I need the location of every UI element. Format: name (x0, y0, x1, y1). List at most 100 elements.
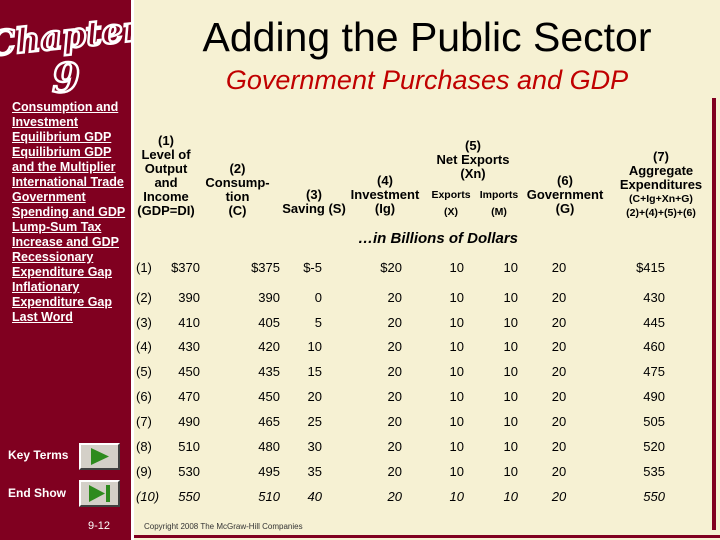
cell-gdp: 430 (178, 339, 200, 354)
sidebar-item-equilibrium-gdp[interactable]: Equilibrium GDP (12, 130, 112, 144)
sidebar-item-equilibrium-multiplier[interactable]: Equilibrium GDP and the Multiplier (12, 145, 116, 174)
cell-x: 10 (449, 260, 464, 275)
cell-ae: 520 (643, 439, 665, 454)
cell-ig: 20 (387, 439, 402, 454)
table-row: (10) 550 510 40 20 10 10 20 550 (0, 489, 720, 509)
cell-label: (6) (136, 389, 152, 404)
cell-ae: 445 (643, 315, 665, 330)
table-row: (4) 430 420 10 20 10 10 20 460 (0, 339, 720, 359)
end-arrow-icon (89, 485, 110, 502)
slide-subtitle: Government Purchases and GDP (225, 65, 629, 95)
cell-label: (9) (136, 464, 152, 479)
slide-title: Adding the Public Sector (202, 14, 652, 60)
cell-m: 10 (503, 260, 518, 275)
cell-label: (3) (136, 315, 152, 330)
cell-m: 10 (503, 414, 518, 429)
cell-g: 20 (551, 414, 567, 429)
cell-x: 10 (449, 315, 464, 330)
cell-s: 5 (314, 315, 322, 330)
header-exports: Exports (X) (431, 189, 471, 218)
key-terms-button[interactable] (79, 443, 120, 470)
cell-s: 0 (314, 290, 322, 305)
cell-c: 510 (258, 489, 280, 504)
cell-s: 35 (307, 464, 322, 479)
cell-m: 10 (503, 315, 518, 330)
cell-label: (7) (136, 414, 152, 429)
cell-gdp: 490 (178, 414, 200, 429)
table-row: (7) 490 465 25 20 10 10 20 505 (0, 414, 720, 434)
header-investment: (4) Investment (Ig) (350, 173, 420, 216)
cell-ae: 505 (643, 414, 665, 429)
cell-ig: 20 (387, 464, 402, 479)
copyright: Copyright 2008 The McGraw-Hill Companies (144, 522, 303, 531)
cell-m: 10 (503, 464, 518, 479)
cell-g: 20 (551, 364, 567, 379)
cell-c: 480 (258, 439, 280, 454)
cell-x: 10 (449, 439, 464, 454)
cell-ae: 535 (643, 464, 665, 479)
cell-s: 25 (307, 414, 322, 429)
sidebar-item-international-trade[interactable]: International Trade (12, 175, 124, 189)
cell-ig: 20 (387, 339, 402, 354)
cell-g: 20 (551, 489, 567, 504)
cell-m: 10 (503, 364, 518, 379)
header-output: (1) Level of Output and Income (GDP=DI) (137, 133, 195, 218)
end-show-button[interactable] (79, 480, 120, 507)
sidebar-item-consumption-investment[interactable]: Consumption and Investment (12, 100, 119, 129)
header-government: (6) Government (G) (526, 173, 604, 216)
cell-x: 10 (449, 339, 464, 354)
header-net-exports: (5) Net Exports (Xn) (436, 138, 510, 181)
table-row: (9) 530 495 35 20 10 10 20 535 (0, 464, 720, 484)
header-saving: (3) Saving (S) (282, 187, 346, 216)
cell-label: (1) (136, 260, 152, 275)
cell-ig: 20 (387, 315, 402, 330)
cell-m: 10 (503, 339, 518, 354)
cell-g: 20 (551, 260, 567, 275)
cell-x: 10 (449, 489, 464, 504)
sidebar-item-last-word[interactable]: Last Word (12, 310, 73, 324)
sidebar-item-lump-sum-tax[interactable]: Lump-Sum Tax Increase and GDP (12, 220, 119, 249)
table-row: (5) 450 435 15 20 10 10 20 475 (0, 364, 720, 384)
cell-gdp: 470 (178, 389, 200, 404)
cell-g: 20 (551, 439, 567, 454)
cell-g: 20 (551, 464, 567, 479)
cell-c: 450 (258, 389, 280, 404)
units-note: …in Billions of Dollars (358, 230, 519, 247)
sidebar-item-government-spending[interactable]: Government Spending and GDP (12, 190, 126, 219)
sidebar-nav: Consumption and Investment Equilibrium G… (12, 100, 130, 325)
cell-gdp: 450 (178, 364, 200, 379)
header-aggregate: (7) Aggregate Expenditures (C+Ig+Xn+G) (2)+… (619, 149, 703, 220)
cell-ig: 20 (387, 489, 402, 504)
cell-c: 390 (258, 290, 280, 305)
cell-ig: $20 (380, 260, 402, 275)
sidebar-item-recessionary-gap[interactable]: Recessionary Expenditure Gap (12, 250, 113, 279)
chapter-logo: Chapter 9 (0, 8, 131, 100)
cell-gdp: 510 (178, 439, 200, 454)
cell-c: 435 (258, 364, 280, 379)
cell-label: (5) (136, 364, 152, 379)
cell-ae: 490 (643, 389, 665, 404)
cell-c: 405 (258, 315, 280, 330)
table-row: (3) 410 405 5 20 10 10 20 445 (0, 315, 720, 335)
cell-c: 420 (258, 339, 280, 354)
sidebar-item-inflationary-gap[interactable]: Inflationary Expenditure Gap (12, 280, 113, 309)
cell-gdp: 410 (178, 315, 200, 330)
cell-ae: 550 (643, 489, 665, 504)
cell-ig: 20 (387, 414, 402, 429)
cell-ig: 20 (387, 389, 402, 404)
header-consumption: (2) Consump-tion (C) (205, 161, 270, 218)
cell-label: (4) (136, 339, 152, 354)
cell-ae: 475 (643, 364, 665, 379)
cell-gdp: 550 (178, 489, 200, 504)
cell-s: 40 (307, 489, 322, 504)
cell-ae: 460 (643, 339, 665, 354)
cell-g: 20 (551, 389, 567, 404)
cell-m: 10 (503, 439, 518, 454)
header-imports: Imports (M) (479, 189, 519, 218)
table-row: (2) 390 390 0 20 10 10 20 430 (0, 290, 720, 310)
cell-g: 20 (551, 315, 567, 330)
cell-gdp: 530 (178, 464, 200, 479)
cell-m: 10 (503, 290, 518, 305)
cell-c: $375 (251, 260, 280, 275)
table-row: (6) 470 450 20 20 10 10 20 490 (0, 389, 720, 409)
